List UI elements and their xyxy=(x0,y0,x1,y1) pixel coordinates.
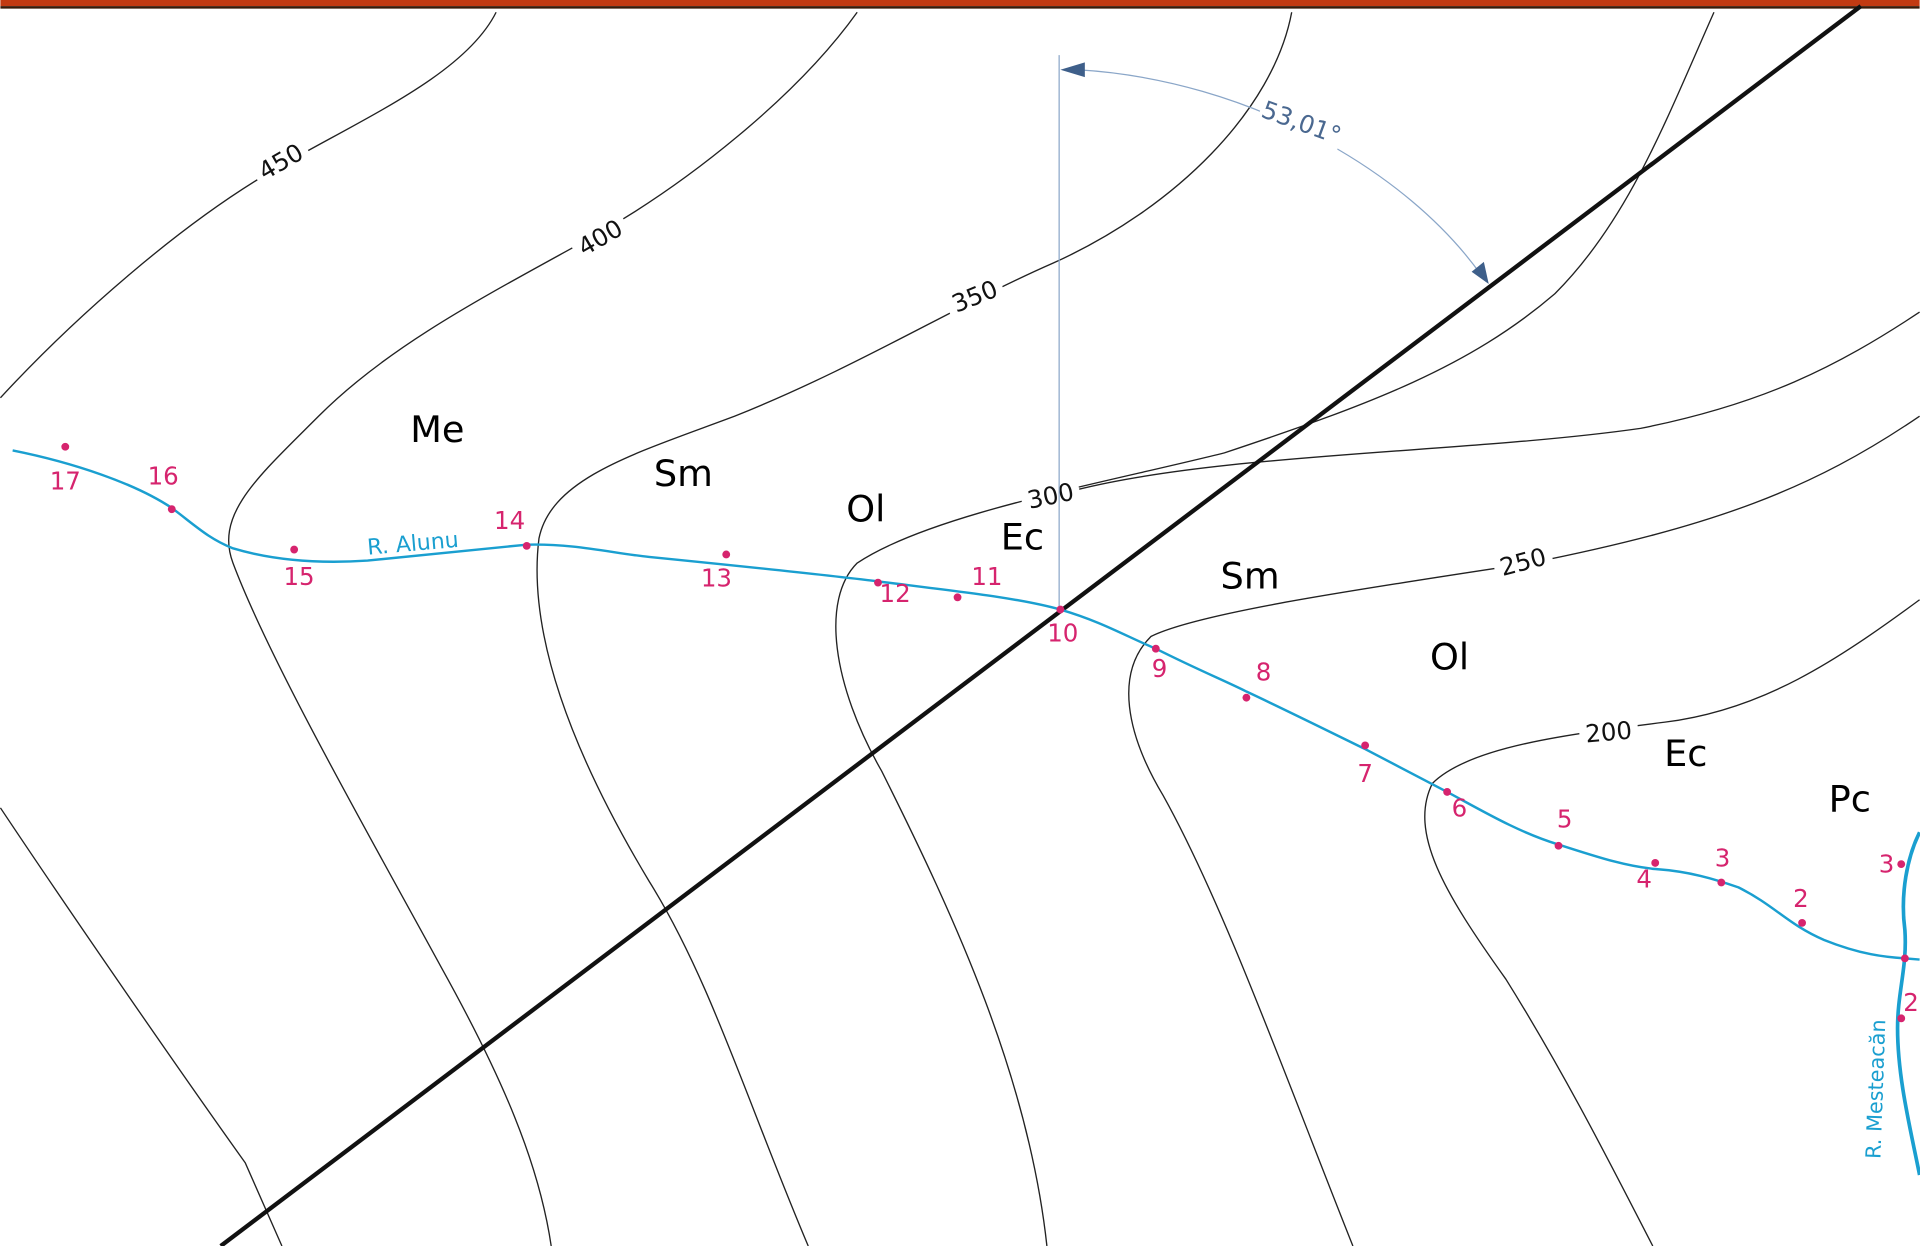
point-label: 5 xyxy=(1557,804,1573,833)
point-marker xyxy=(1900,954,1909,963)
contour xyxy=(536,12,1293,1246)
label-bg xyxy=(1256,93,1347,151)
point-label: 8 xyxy=(1256,658,1272,687)
point-label: 17 xyxy=(50,467,81,496)
contour xyxy=(1128,415,1920,1246)
point-marker xyxy=(1798,918,1807,927)
point-label: 15 xyxy=(283,562,314,591)
point-marker xyxy=(1651,858,1660,867)
label-bg xyxy=(1018,475,1083,517)
formation-label: Me xyxy=(410,408,464,451)
point-marker xyxy=(290,545,299,554)
point-marker xyxy=(167,505,176,514)
point-marker xyxy=(953,593,962,602)
label-bg xyxy=(1578,714,1640,750)
point-marker xyxy=(61,442,70,451)
label-bg xyxy=(567,210,633,265)
river xyxy=(1895,831,1920,1176)
point-label: 14 xyxy=(494,506,525,535)
points: 123456789101112131415161723 xyxy=(50,442,1920,1023)
formation-label: Ol xyxy=(1430,636,1469,679)
point-label: 1 xyxy=(1918,922,1920,951)
point-label: 9 xyxy=(1152,654,1168,683)
point-label: 4 xyxy=(1636,864,1652,893)
point-marker xyxy=(522,541,531,550)
point-label: 3 xyxy=(1715,844,1731,873)
formation-label: Ec xyxy=(1664,732,1707,775)
point-label: 2 xyxy=(1793,884,1809,913)
formation-label: Sm xyxy=(654,452,713,495)
profile-line xyxy=(219,4,1863,1246)
point-marker xyxy=(1897,1014,1906,1023)
point-marker xyxy=(1242,693,1251,702)
arrow-head xyxy=(1060,62,1085,78)
formation-label: Ol xyxy=(846,487,885,530)
contour-label: 200 xyxy=(1584,716,1633,749)
point-label: 3 xyxy=(1879,850,1895,879)
contour xyxy=(228,11,858,1246)
formations: Me Sm Ol Ec Sm Ol Ec Pc xyxy=(410,408,1871,821)
contour xyxy=(0,807,283,1246)
point-label: 2 xyxy=(1903,988,1919,1017)
contour xyxy=(1077,311,1920,491)
point-label: 6 xyxy=(1452,793,1468,822)
point-label: 7 xyxy=(1357,759,1373,788)
point-label: 13 xyxy=(701,563,732,592)
formation-label: Pc xyxy=(1829,777,1871,820)
formation-label: Ec xyxy=(1001,516,1044,559)
point-marker xyxy=(722,550,731,559)
point-marker xyxy=(1554,841,1563,850)
point-marker xyxy=(1361,741,1370,750)
river-label: R. Mesteacăn xyxy=(1861,1019,1890,1159)
point-marker xyxy=(1151,644,1160,653)
arrow-head xyxy=(1471,261,1489,284)
point-label: 10 xyxy=(1047,618,1078,647)
point-marker xyxy=(1717,878,1726,887)
point-marker xyxy=(1056,605,1065,614)
point-label: 16 xyxy=(148,462,179,491)
formation-label: Sm xyxy=(1221,555,1280,598)
label-bg xyxy=(247,134,314,189)
point-label: 12 xyxy=(880,579,911,608)
point-marker xyxy=(874,578,882,587)
point-marker xyxy=(1897,860,1906,869)
top-border xyxy=(0,0,1920,7)
point-marker xyxy=(1443,787,1452,796)
river xyxy=(12,449,1920,961)
label-bg xyxy=(941,271,1008,321)
point-label: 11 xyxy=(971,562,1002,591)
